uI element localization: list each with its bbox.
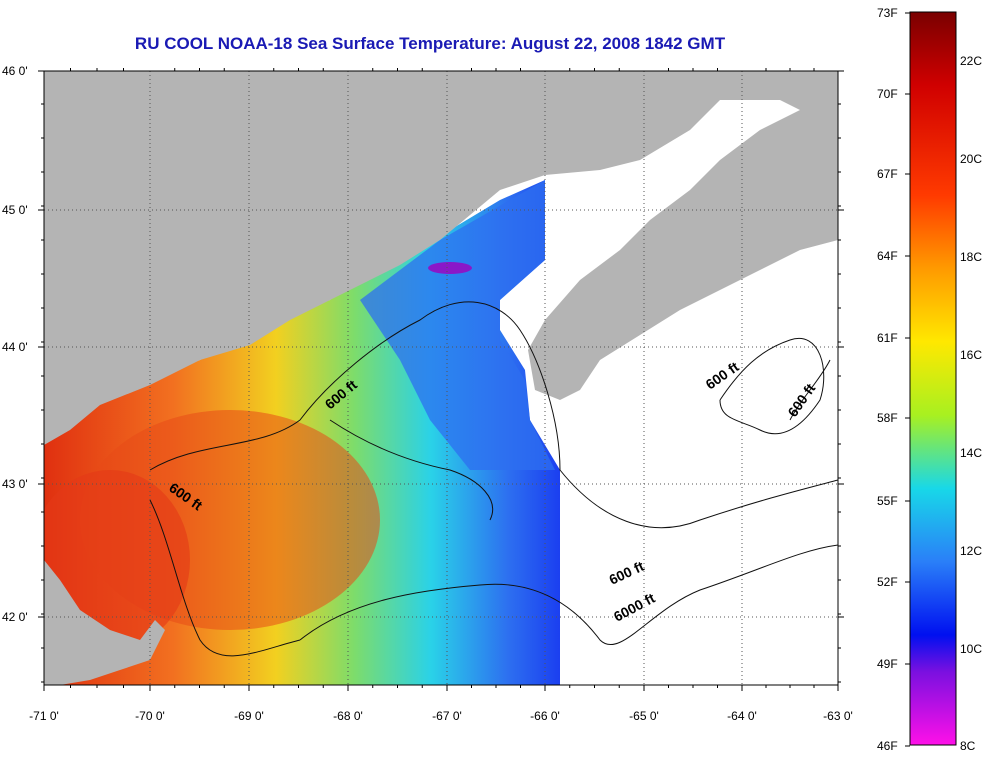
colorbar-f-label: 49F: [877, 657, 898, 671]
colorbar-c-label: 12C: [960, 544, 982, 558]
colorbar-f-label: 55F: [877, 494, 898, 508]
lon-tick-label: -66 0': [530, 709, 560, 723]
colorbar-f-label: 46F: [877, 739, 898, 753]
lon-tick-label: -63 0': [823, 709, 853, 723]
colorbar-c-label: 22C: [960, 54, 982, 68]
land-nova-scotia: [528, 71, 838, 400]
lat-tick-label: 44 0': [2, 340, 28, 354]
lat-tick-label: 42 0': [2, 610, 28, 624]
map-title: RU COOL NOAA-18 Sea Surface Temperature:…: [134, 34, 726, 53]
colorbar-f-label: 73F: [877, 6, 898, 20]
colorbar-f-label: 52F: [877, 575, 898, 589]
map-frame: [43, 70, 839, 686]
lon-tick-label: -71 0': [29, 709, 59, 723]
warm-coastal: [44, 470, 190, 650]
lon-tick-label: -67 0': [432, 709, 462, 723]
land-cape-cod: [44, 560, 165, 685]
cold-spot: [428, 262, 472, 274]
colorbar-c-label: 14C: [960, 446, 982, 460]
lat-tick-label: 43 0': [2, 477, 28, 491]
cold-band: [360, 180, 555, 470]
bathymetry-contours: [149, 301, 839, 657]
lon-tick-label: -69 0': [234, 709, 264, 723]
lat-tick-label: 46 0': [2, 64, 28, 78]
colorbar-f-label: 61F: [877, 331, 898, 345]
bay-of-fundy: [545, 170, 650, 270]
colorbar-f-label: 70F: [877, 87, 898, 101]
colorbar-c-label: 20C: [960, 152, 982, 166]
lon-tick-label: -65 0': [629, 709, 659, 723]
colorbar-c-label: 16C: [960, 348, 982, 362]
colorbar-f-label: 64F: [877, 249, 898, 263]
colorbar-c-label: 8C: [960, 739, 976, 753]
lon-tick-label: -70 0': [135, 709, 165, 723]
colorbar-c-label: 18C: [960, 250, 982, 264]
colorbar: [909, 11, 957, 746]
grid-lines: [44, 71, 838, 685]
colorbar-f-label: 67F: [877, 167, 898, 181]
lon-tick-label: -64 0': [727, 709, 757, 723]
land-maine: [44, 71, 545, 445]
colorbar-c-label: 10C: [960, 642, 982, 656]
colorbar-f-label: 58F: [877, 411, 898, 425]
lat-tick-label: 45 0': [2, 203, 28, 217]
axis-ticks: [38, 68, 844, 691]
lon-tick-label: -68 0': [333, 709, 363, 723]
